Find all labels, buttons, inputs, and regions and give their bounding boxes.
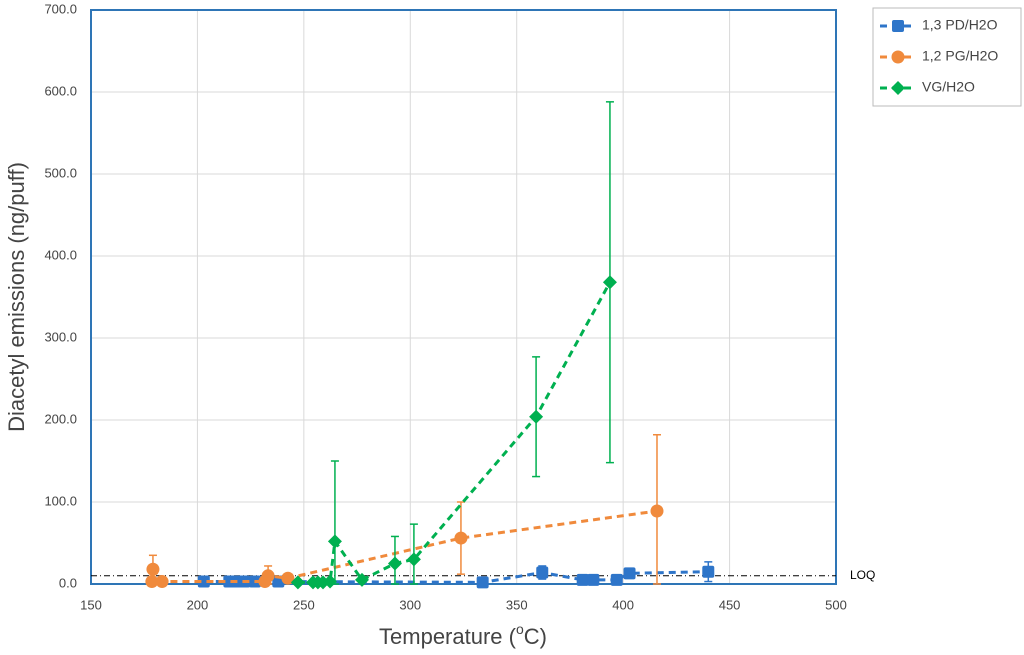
loq-label: LOQ [850,568,875,582]
x-label-part: C) [524,624,547,649]
x-tick-label: 300 [399,597,421,612]
point [145,575,159,589]
point [387,556,402,571]
point [602,275,617,290]
y-tick-label: 200.0 [44,411,77,426]
point [454,531,468,545]
point [702,565,715,578]
x-tick-label: 200 [187,597,209,612]
point [354,572,369,587]
y-tick-label: 300.0 [44,329,77,344]
trend-line [297,281,612,584]
y-tick-label: 0.0 [59,575,77,590]
point [576,573,589,586]
y-tick-label: 100.0 [44,493,77,508]
point [290,575,305,590]
point [197,575,210,588]
point [327,534,342,549]
y-tick-label: 500.0 [44,165,77,180]
point [610,573,623,586]
legend-label: 1,2 PG/H2O [922,48,998,64]
x-label-part: Temperature ( [379,624,517,649]
point [406,552,421,567]
y-axis-label: Diacetyl emissions (ng/puff) [4,162,29,432]
legend-label: 1,3 PD/H2O [922,17,998,33]
x-label-sup: o [516,621,524,637]
point [155,575,169,589]
x-tick-label: 150 [80,597,102,612]
point [623,567,636,580]
point [529,409,544,424]
x-tick-label: 350 [506,597,528,612]
point [281,571,295,585]
point [536,566,549,579]
x-tick-label: 450 [719,597,741,612]
point [650,504,664,518]
point [476,576,489,589]
point [323,574,338,589]
point [587,573,600,586]
trend-line [150,509,658,584]
plot-frame [90,9,837,585]
x-tick-label: 500 [825,597,847,612]
y-tick-label: 700.0 [44,1,77,16]
x-tick-label: 250 [293,597,315,612]
y-tick-label: 600.0 [44,83,77,98]
legend-marker [891,50,905,64]
legend-marker [891,81,905,95]
point [146,562,160,576]
y-tick-label: 400.0 [44,247,77,262]
point [261,569,275,583]
x-axis-label: Temperature (oC) [379,621,547,649]
x-tick-label: 400 [612,597,634,612]
legend-marker [892,20,904,32]
legend-label: VG/H2O [922,79,975,95]
